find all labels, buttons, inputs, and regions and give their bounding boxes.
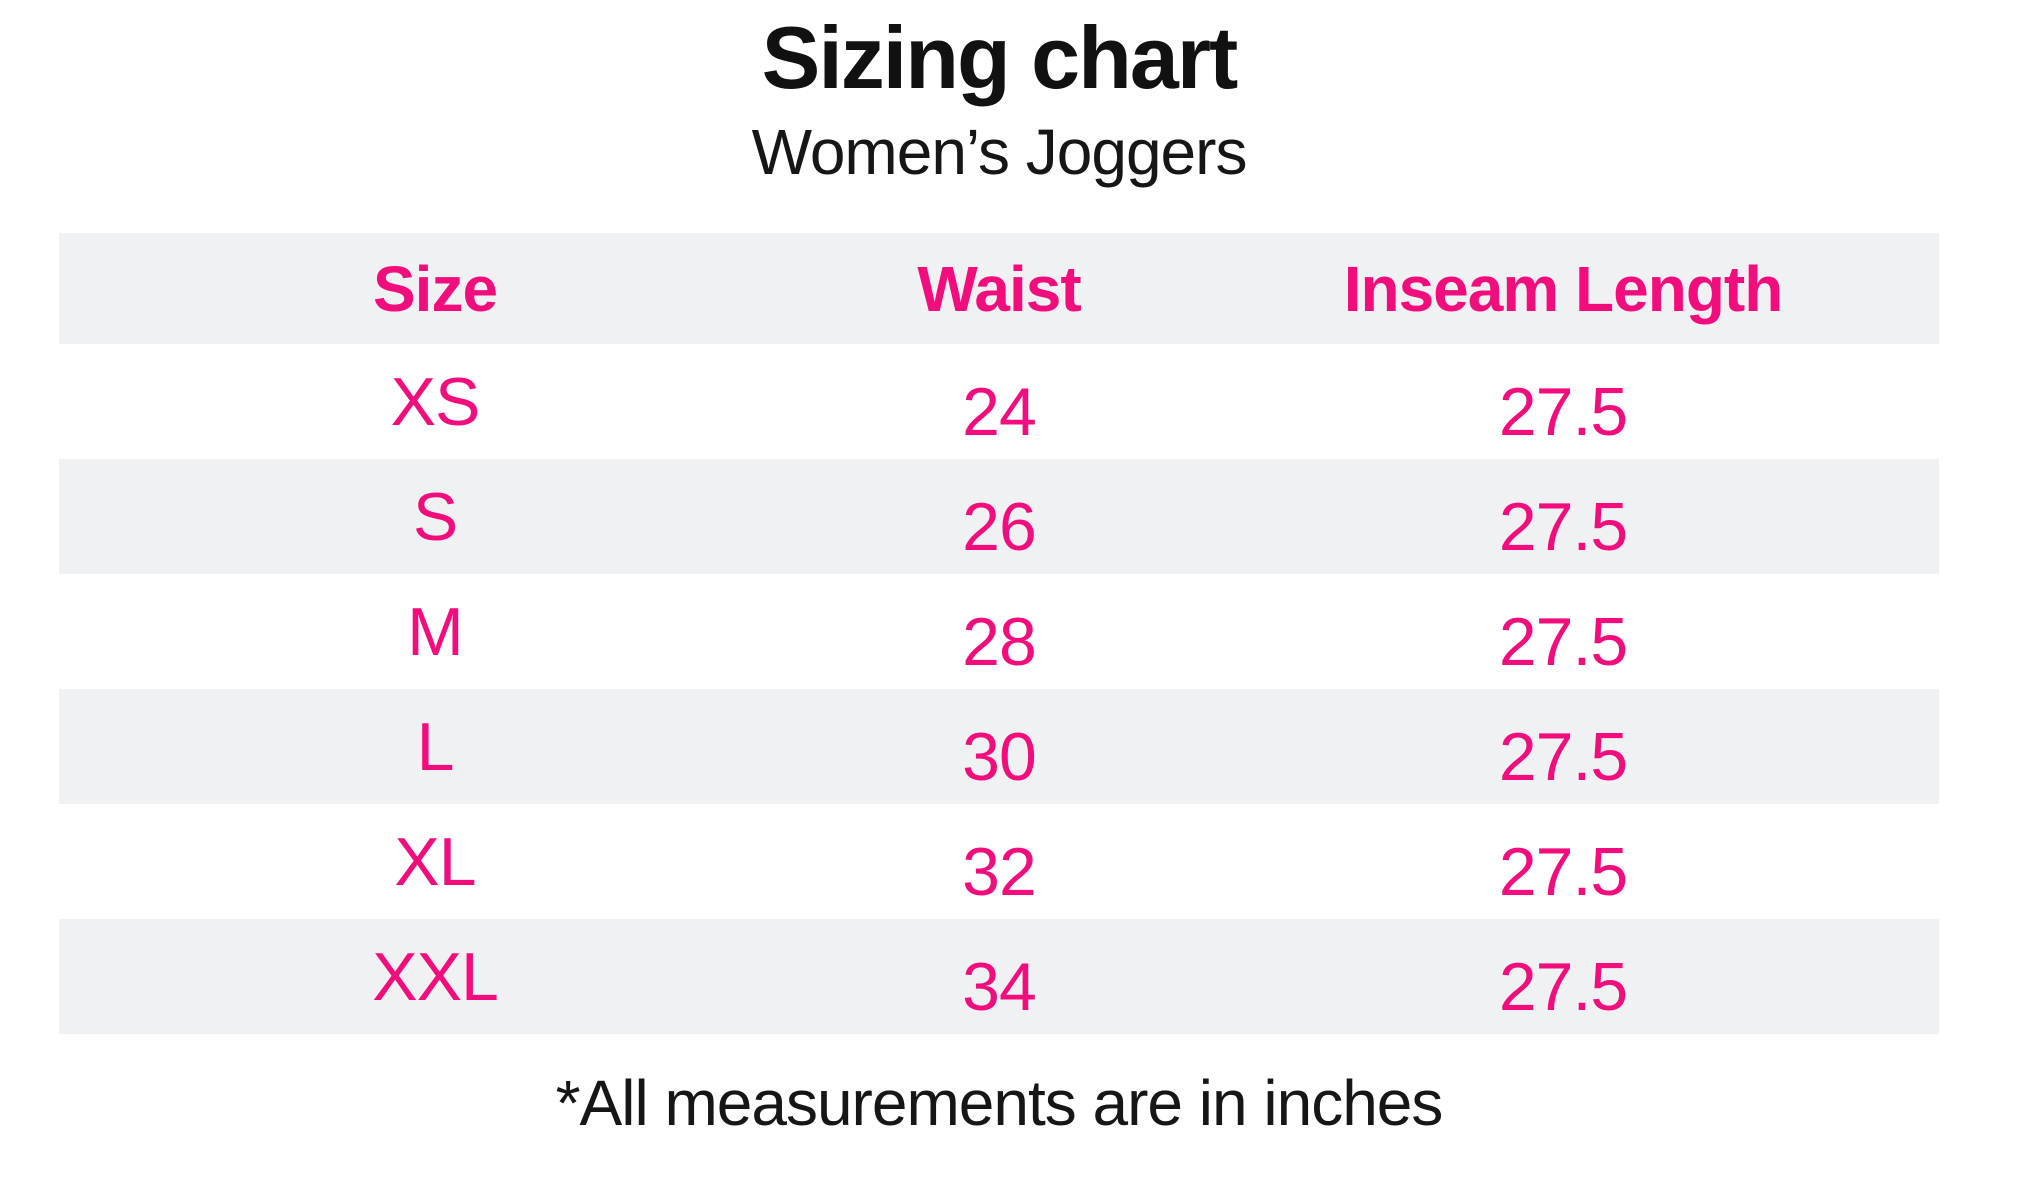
inseam-cell: 27.5 <box>1498 373 1628 450</box>
size-cell: XXL <box>372 938 499 1015</box>
table-row-xxl: XXL 34 27.5 <box>59 919 1939 1034</box>
waist-cell: 28 <box>962 603 1037 680</box>
size-cell: XL <box>394 823 476 900</box>
inseam-cell: 27.5 <box>1498 718 1628 795</box>
size-cell: XS <box>390 363 481 440</box>
column-header-inseam-length: Inseam Length <box>1343 252 1784 325</box>
measurements-footnote: *All measurements are in inches <box>555 1067 1444 1139</box>
inseam-cell: 27.5 <box>1498 948 1628 1025</box>
table-row-xs: XS 24 27.5 <box>59 344 1939 459</box>
size-cell: S <box>412 478 458 555</box>
waist-cell: 34 <box>962 948 1037 1025</box>
column-header-size: Size <box>372 252 498 325</box>
waist-cell: 30 <box>962 718 1037 795</box>
table-row-s: S 26 27.5 <box>59 459 1939 574</box>
sizing-table: Size Waist Inseam Length XS 24 27.5 S 26… <box>59 233 1939 1034</box>
table-header-row: Size Waist Inseam Length <box>59 233 1939 344</box>
page-title: Sizing chart <box>761 8 1239 107</box>
page-subtitle: Women’s Joggers <box>751 116 1248 188</box>
table-row-m: M 28 27.5 <box>59 574 1939 689</box>
waist-cell: 24 <box>962 373 1037 450</box>
table-row-l: L 30 27.5 <box>59 689 1939 804</box>
inseam-cell: 27.5 <box>1498 833 1628 910</box>
inseam-cell: 27.5 <box>1498 488 1628 565</box>
inseam-cell: 27.5 <box>1498 603 1628 680</box>
size-cell: L <box>416 708 455 785</box>
waist-cell: 32 <box>962 833 1037 910</box>
column-header-waist: Waist <box>917 252 1081 325</box>
size-cell: M <box>407 593 464 670</box>
table-row-xl: XL 32 27.5 <box>59 804 1939 919</box>
waist-cell: 26 <box>962 488 1037 565</box>
